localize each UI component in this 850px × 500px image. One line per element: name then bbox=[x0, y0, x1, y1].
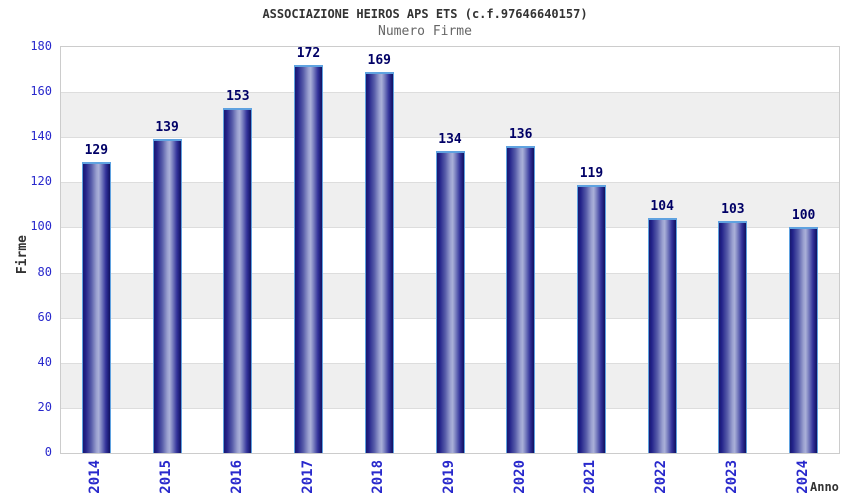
y-tick-label: 40 bbox=[37, 354, 52, 369]
x-tick-label: 2020 bbox=[511, 460, 528, 494]
bar-2023 bbox=[718, 220, 748, 453]
y-tick-label: 0 bbox=[44, 445, 52, 459]
bar-2014 bbox=[81, 162, 111, 453]
bar-value-label: 153 bbox=[226, 88, 250, 104]
y-tick-label: 160 bbox=[30, 84, 52, 99]
x-tick-label: 2021 bbox=[582, 460, 599, 494]
bar-2024 bbox=[789, 227, 819, 453]
x-tick-label: 2018 bbox=[370, 460, 387, 494]
y-tick-label: 140 bbox=[30, 129, 52, 144]
bar-value-label: 136 bbox=[508, 127, 533, 143]
x-tick-label: 2017 bbox=[299, 460, 316, 494]
x-tick-label: 2023 bbox=[723, 460, 740, 494]
bar-value-label: 119 bbox=[579, 165, 604, 181]
bar-2022 bbox=[647, 218, 677, 453]
bar-2017 bbox=[294, 65, 324, 453]
bar-2019 bbox=[435, 150, 465, 453]
bar-value-label: 169 bbox=[367, 52, 391, 68]
bar-2016 bbox=[223, 107, 253, 453]
y-tick-label: 80 bbox=[37, 264, 52, 279]
x-tick-label: 2019 bbox=[441, 460, 457, 494]
gridline bbox=[61, 137, 839, 139]
bar-value-label: 103 bbox=[721, 201, 745, 217]
bar-2020 bbox=[506, 146, 536, 453]
bar-value-label: 100 bbox=[791, 208, 816, 224]
bar-value-label: 134 bbox=[438, 131, 462, 147]
x-tick-label: 2015 bbox=[158, 460, 175, 494]
y-tick-label: 100 bbox=[30, 219, 52, 234]
bar-2018 bbox=[364, 71, 394, 453]
y-tick-label: 60 bbox=[37, 309, 52, 324]
bar-2021 bbox=[576, 184, 606, 453]
y-tick-label: 180 bbox=[30, 39, 52, 53]
x-axis-title: Anno bbox=[810, 480, 839, 494]
gridline bbox=[61, 92, 839, 94]
bar-value-label: 129 bbox=[84, 143, 109, 159]
x-tick-label: 2014 bbox=[87, 460, 104, 494]
plot-area: 129 139 153 172 169 134 136 119 104 103 100 bbox=[60, 46, 840, 454]
bar-2015 bbox=[152, 139, 182, 453]
x-tick-label: 2022 bbox=[653, 460, 670, 494]
x-tick-label: 2016 bbox=[228, 460, 245, 494]
bar-value-label: 139 bbox=[155, 120, 179, 136]
chart-subtitle: Numero Firme bbox=[378, 24, 472, 39]
chart-title: ASSOCIAZIONE HEIROS APS ETS (c.f.9764664… bbox=[262, 7, 588, 21]
bar-value-label: 172 bbox=[296, 46, 321, 62]
bar-value-label: 104 bbox=[650, 199, 674, 215]
y-tick-label: 20 bbox=[37, 399, 52, 414]
y-tick-label: 120 bbox=[30, 174, 52, 189]
plot-band bbox=[61, 92, 839, 138]
x-tick-label: 2024 bbox=[794, 460, 811, 494]
